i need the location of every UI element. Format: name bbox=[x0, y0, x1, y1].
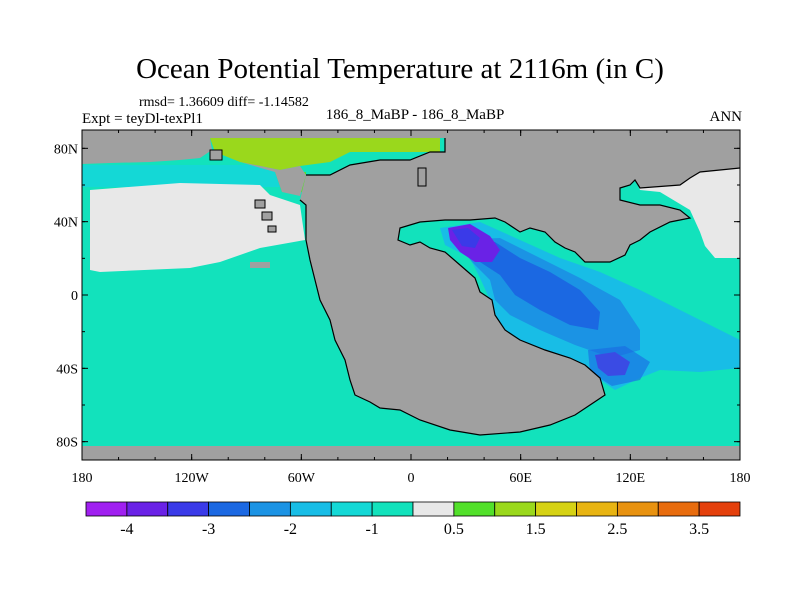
colorbar-swatch bbox=[85, 501, 128, 517]
ocean-band-north bbox=[82, 165, 292, 187]
land-pangaea-outline bbox=[299, 138, 740, 436]
land-island-4 bbox=[250, 262, 270, 268]
land-island-3 bbox=[267, 225, 277, 233]
lon-tick-label: 180 bbox=[72, 471, 93, 486]
lon-tick-label: 60E bbox=[509, 471, 532, 486]
land-island-2 bbox=[261, 211, 273, 221]
colorbar-swatch bbox=[412, 501, 455, 517]
colorbar-swatch bbox=[535, 501, 577, 517]
colorbar-swatch bbox=[698, 501, 741, 517]
lon-tick-label: 120E bbox=[616, 471, 646, 486]
near-zero-region-east bbox=[635, 168, 740, 258]
lon-tick-label: 180 bbox=[730, 471, 751, 486]
experiment-label: Expt = teyDl-texPl1 bbox=[82, 111, 203, 127]
lat-tick-label: 80S bbox=[56, 436, 78, 451]
lat-tick-label: 0 bbox=[71, 289, 78, 304]
colorbar-swatch bbox=[576, 501, 618, 517]
land-antarctic bbox=[82, 446, 740, 460]
colorbar-swatch bbox=[330, 501, 373, 517]
colorbar-swatch bbox=[616, 501, 659, 517]
lat-tick-label: 40S bbox=[56, 362, 78, 377]
lat-tick-label: 40N bbox=[54, 216, 78, 231]
season-label: ANN bbox=[709, 109, 743, 125]
lon-tick-label: 0 bbox=[408, 471, 415, 486]
colorbar-label: 0.5 bbox=[444, 521, 464, 538]
lon-tick-label: 120W bbox=[175, 471, 210, 486]
lat-tick-label: 80N bbox=[54, 142, 78, 157]
plot-title: Ocean Potential Temperature at 2116m (in… bbox=[136, 53, 664, 85]
colorbar-label: -1 bbox=[365, 521, 378, 538]
axis-ticks: 180 120W 60W 0 60E 120E 180 80N 40N 0 40S 80S bbox=[54, 130, 751, 486]
land-north-belt bbox=[210, 138, 306, 196]
stats-label: rmsd= 1.36609 diff= -1.14582 bbox=[139, 95, 309, 110]
land-island-5 bbox=[209, 149, 223, 161]
land-island-1 bbox=[254, 199, 266, 209]
warm-region-arctic bbox=[210, 138, 440, 170]
comparison-label: 186_8_MaBP - 186_8_MaBP bbox=[325, 107, 505, 123]
colorbar-label: 2.5 bbox=[607, 521, 627, 538]
cold-region-south-halo bbox=[588, 346, 650, 386]
colorbar-swatch bbox=[453, 501, 496, 517]
land-greenland-belt bbox=[82, 138, 212, 164]
colorbar-swatch bbox=[289, 501, 332, 517]
map-field bbox=[82, 130, 740, 460]
colorbar-label: 3.5 bbox=[689, 521, 709, 538]
colorbar-swatch bbox=[249, 501, 291, 517]
colorbar-swatch bbox=[126, 501, 169, 517]
colorbar-swatch bbox=[494, 501, 537, 517]
colorbar-label: -4 bbox=[120, 521, 133, 538]
colder-region-tethys-core bbox=[460, 240, 600, 330]
colorbar-label: -3 bbox=[202, 521, 215, 538]
colorbar-swatch bbox=[167, 501, 210, 517]
land-pangaea bbox=[300, 138, 740, 435]
colorbar-swatch bbox=[371, 501, 414, 517]
colorbar-swatch bbox=[208, 501, 250, 517]
coldest-region-north-core bbox=[452, 228, 480, 248]
lon-tick-label: 60W bbox=[288, 471, 316, 486]
colorbar-label: -2 bbox=[284, 521, 297, 538]
colorbar-label: 1.5 bbox=[526, 521, 546, 538]
land-island-6 bbox=[417, 167, 427, 187]
colorbar-swatch bbox=[657, 501, 700, 517]
near-zero-region-pacific bbox=[90, 183, 305, 272]
colorbar: -4 -3 -2 -1 0.5 1.5 2.5 3.5 bbox=[85, 501, 741, 538]
